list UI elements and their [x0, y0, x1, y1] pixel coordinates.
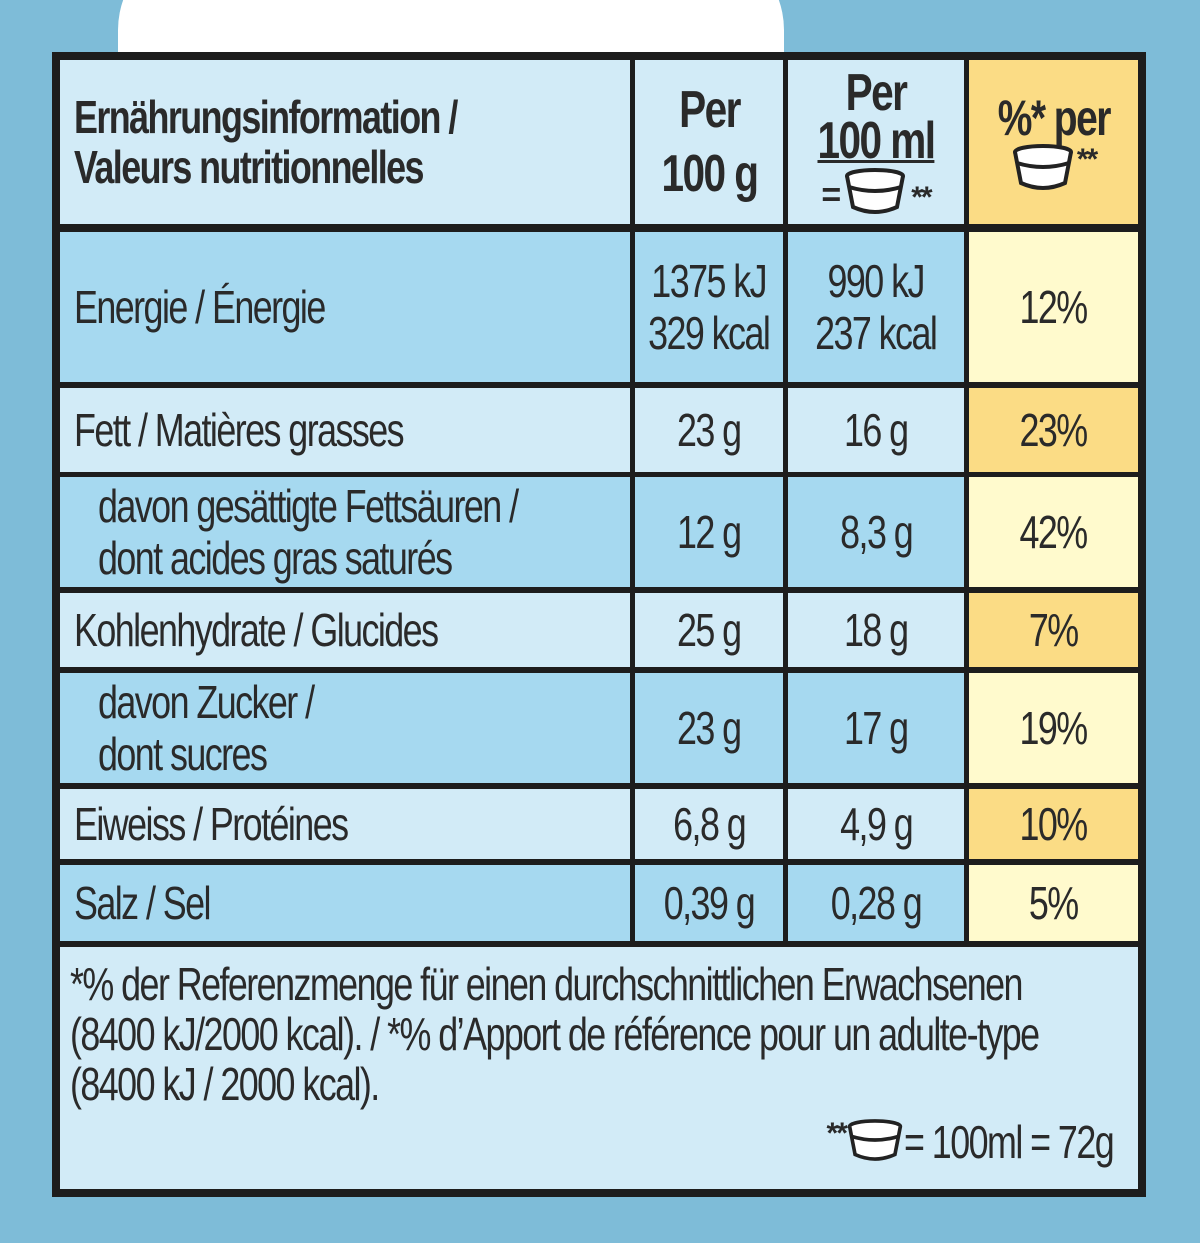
label-text: Energie / Énergie [74, 281, 326, 333]
row-protein-per100g: 6,8 g [635, 789, 783, 859]
row-sugars-label: davon Zucker / dont sucres [60, 673, 630, 783]
value-text: 0,39 g [663, 877, 756, 929]
value-text: 17 g [844, 702, 909, 754]
row-fat-percent: 23% [969, 388, 1138, 472]
percent-value: 10% [1019, 798, 1089, 850]
label-text: Fett / Matières grasses [74, 404, 405, 456]
percent-value: 23% [1019, 404, 1089, 456]
row-salt-per100ml: 0,28 g [788, 865, 964, 941]
value-text: 12 g [677, 506, 742, 558]
row-sugars-percent: 19% [969, 673, 1138, 783]
percent-value: 19% [1019, 702, 1089, 754]
header-per-100ml: Per 100 ml = ** [788, 60, 964, 224]
row-energy-label: Energie / Énergie [60, 232, 630, 382]
percent-value: 7% [1029, 604, 1079, 656]
value-line-2: 237 kcal [815, 307, 938, 359]
row-sugars-per100g: 23 g [635, 673, 783, 783]
col2-line-2: 100 ml [817, 112, 936, 170]
footnote: *% der Referenzmenge für einen durchschn… [60, 947, 1138, 1189]
footnote-line-2: (8400 kJ/2000 kcal). / *% d’Apport de ré… [70, 1008, 1040, 1060]
equals-sign: = [821, 176, 841, 214]
note-asterisks: ** [826, 1117, 848, 1150]
row-protein-per100ml: 4,9 g [788, 789, 964, 859]
row-fat-per100g: 23 g [635, 388, 783, 472]
row-carbohydrates-per100g: 25 g [635, 593, 783, 667]
value-text: 18 g [844, 604, 909, 656]
row-energy-per100g: 1375 kJ 329 kcal [635, 232, 783, 382]
row-fat-label: Fett / Matières grasses [60, 388, 630, 472]
value-text: 16 g [844, 404, 909, 456]
value-text: 8,3 g [839, 506, 914, 558]
title-line-1: Ernährungsinformation / [74, 91, 458, 143]
row-carbohydrates-label: Kohlenhydrate / Glucides [60, 593, 630, 667]
col2-line-1: Per [845, 64, 908, 122]
percent-value: 12% [1019, 281, 1089, 333]
value-line-1: 990 kJ [827, 255, 926, 307]
header-title-cell: Ernährungsinformation / Valeurs nutritio… [60, 60, 630, 224]
value-text: 0,28 g [830, 877, 923, 929]
value-text: 6,8 g [672, 798, 747, 850]
col3-asterisks: ** [1076, 143, 1098, 176]
label-text: Salz / Sel [74, 877, 212, 929]
value-text: 4,9 g [839, 798, 914, 850]
row-carbohydrates-percent: 7% [969, 593, 1138, 667]
title-line-2: Valeurs nutritionnelles [74, 141, 425, 193]
percent-value: 42% [1019, 506, 1089, 558]
cup-icon [1012, 144, 1073, 190]
row-saturated-fat-percent: 42% [969, 477, 1138, 587]
row-saturated-fat-per100ml: 8,3 g [788, 477, 964, 587]
row-protein-percent: 10% [969, 789, 1138, 859]
col2-asterisks: ** [911, 181, 932, 214]
footnote-text: *% der Referenzmenge für einen durchschn… [70, 958, 1040, 1110]
value-line-1: 1375 kJ [651, 255, 768, 307]
row-carbohydrates-per100ml: 18 g [788, 593, 964, 667]
col1-line-1: Per [678, 81, 741, 139]
header-percent: %* per ** [969, 60, 1138, 224]
label-line-1: davon gesättigte Fettsäuren / [98, 480, 519, 532]
row-saturated-fat-per100g: 12 g [635, 477, 783, 587]
value-text: 23 g [677, 702, 742, 754]
footnote-line-1: *% der Referenzmenge für einen durchschn… [70, 958, 1024, 1010]
value-line-2: 329 kcal [648, 307, 771, 359]
value-text: 23 g [677, 404, 742, 456]
label-text: Eiweiss / Protéines [74, 798, 349, 850]
footnote-line-3: (8400 kJ / 2000 kcal). [70, 1058, 380, 1110]
label-line-2: dont acides gras saturés [98, 532, 453, 584]
nutrition-table: Ernährungsinformation / Valeurs nutritio… [52, 52, 1146, 1197]
table-title: Ernährungsinformation / Valeurs nutritio… [74, 91, 458, 193]
row-salt-label: Salz / Sel [60, 865, 630, 941]
col1-line-2: 100 g [661, 145, 758, 203]
row-protein-label: Eiweiss / Protéines [60, 789, 630, 859]
col3-line-1: %* per [997, 90, 1111, 146]
label-text: Kohlenhydrate / Glucides [74, 604, 439, 656]
row-salt-percent: 5% [969, 865, 1138, 941]
row-fat-per100ml: 16 g [788, 388, 964, 472]
row-energy-percent: 12% [969, 232, 1138, 382]
row-salt-per100g: 0,39 g [635, 865, 783, 941]
cup-icon [847, 1119, 903, 1161]
portion-note: ** = 100ml = 72g [826, 1116, 1115, 1168]
note-text: = 100ml = 72g [903, 1116, 1115, 1168]
value-text: 25 g [677, 604, 742, 656]
row-energy-per100ml: 990 kJ 237 kcal [788, 232, 964, 382]
row-saturated-fat-label: davon gesättigte Fettsäuren / dont acides… [60, 477, 630, 587]
row-sugars-per100ml: 17 g [788, 673, 964, 783]
label-line-1: davon Zucker / [98, 676, 315, 728]
header-per-100g: Per 100 g [635, 60, 783, 224]
percent-value: 5% [1029, 877, 1079, 929]
label-line-2: dont sucres [98, 728, 268, 780]
cup-icon [845, 168, 906, 214]
